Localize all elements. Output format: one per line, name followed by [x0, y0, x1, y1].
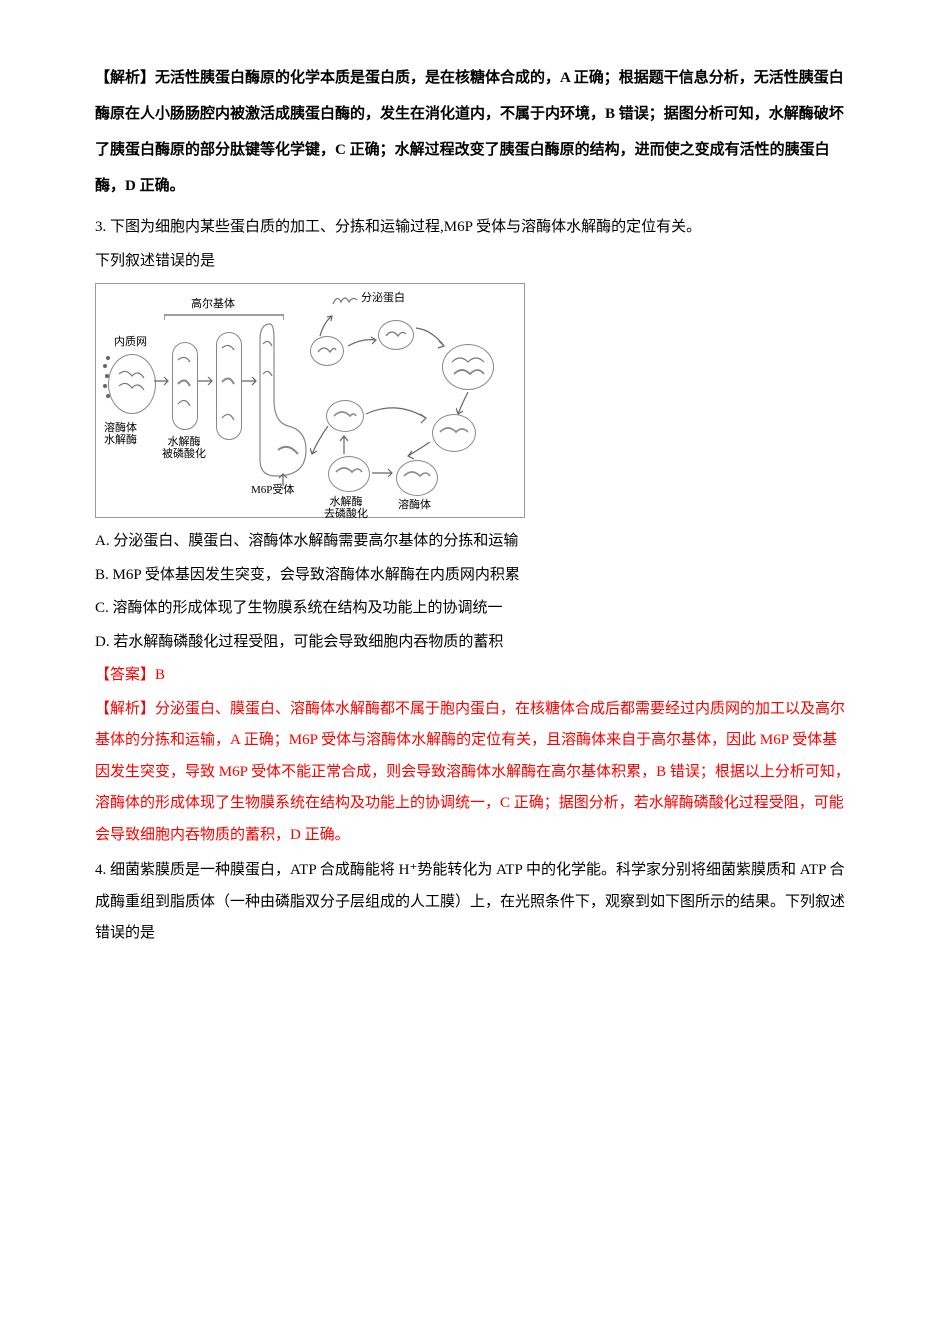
label-er: 内质网 [114, 336, 147, 348]
q4-stem: 4. 细菌紫膜质是一种膜蛋白，ATP 合成酶能将 H⁺势能转化为 ATP 中的化… [95, 855, 850, 950]
lysosome-content [402, 466, 432, 490]
q3-answer-label: 【答案】 [95, 667, 155, 683]
vesicle-membrane-content [448, 350, 488, 384]
label-lysosome: 溶酶体 [398, 499, 431, 511]
q3-analysis: 【解析】分泌蛋白、膜蛋白、溶酶体水解酶都不属于胞内蛋白，在核糖体合成后都需要经过… [95, 694, 850, 852]
arrow-up3 [416, 326, 446, 350]
arrow-return1 [310, 426, 332, 458]
q3-analysis-text: 分泌蛋白、膜蛋白、溶酶体水解酶都不属于胞内蛋白，在核糖体合成后都需要经过内质网的… [95, 701, 850, 843]
q3-answer: 【答案】B [95, 660, 850, 692]
q3-analysis-label: 【解析】 [95, 701, 155, 717]
arrow-g1-g2 [198, 376, 216, 386]
arrow-cycle [366, 404, 430, 430]
label-dephosphorylated: 水解酶 去磷酸化 [324, 496, 368, 520]
vesicle-dephos-content [334, 462, 364, 486]
vesicle-down1-content [438, 422, 470, 444]
q3-stem-1: 3. 下图为细胞内某些蛋白质的加工、分拣和运输过程,M6P 受体与溶酶体水解酶的… [95, 212, 850, 244]
label-golgi: 高尔基体 [191, 298, 235, 310]
analysis-text-1: 无活性胰蛋白酶原的化学本质是蛋白质，是在核糖体合成的，A 正确；根据题干信息分析… [95, 70, 844, 194]
q3-option-d: D. 若水解酶磷酸化过程受阻，可能会导致细胞内吞物质的蓄积 [95, 627, 850, 659]
q3-option-b: B. M6P 受体基因发生突变，会导致溶酶体水解酶在内质网内积累 [95, 560, 850, 592]
arrow-up1 [318, 314, 336, 338]
vesicle-return-content [332, 406, 358, 426]
arrow-er-golgi [154, 376, 172, 386]
q3-answer-value: B [155, 667, 165, 683]
label-lysosome-enzyme: 溶酶体 水解酶 [104, 422, 137, 446]
golgi1-content-icon [176, 354, 194, 414]
arrow-dephos-lyso [372, 468, 396, 478]
q3-diagram: 高尔基体 分泌蛋白 内质网 溶酶体 水解酶 水解酶 被磷酸化 [95, 283, 525, 518]
secretory-protein-icon [331, 290, 359, 308]
arrow-down1 [456, 392, 474, 416]
label-phosphorylated: 水解酶 被磷酸化 [162, 436, 206, 460]
arrow-m6p-point [278, 472, 288, 486]
label-secretory: 分泌蛋白 [361, 292, 405, 304]
golgi2-content-icon [220, 342, 238, 432]
golgi-3-icon [258, 320, 318, 480]
er-content-icon [116, 366, 148, 402]
q3-stem-2: 下列叙述错误的是 [95, 246, 850, 278]
vesicle-up1-content [316, 342, 338, 360]
arrow-down2 [406, 442, 432, 460]
q3-option-c: C. 溶酶体的形成体现了生物膜系统在结构及功能上的协调统一 [95, 593, 850, 625]
analysis-label-1: 【解析】 [95, 70, 155, 86]
vesicle-up2-content [384, 326, 408, 344]
q3-option-a: A. 分泌蛋白、膜蛋白、溶酶体水解酶需要高尔基体的分拣和运输 [95, 526, 850, 558]
arrow-up2 [348, 336, 378, 348]
arrow-return2 [338, 434, 350, 456]
analysis-block-1: 【解析】无活性胰蛋白酶原的化学本质是蛋白质，是在核糖体合成的，A 正确；根据题干… [95, 60, 850, 204]
